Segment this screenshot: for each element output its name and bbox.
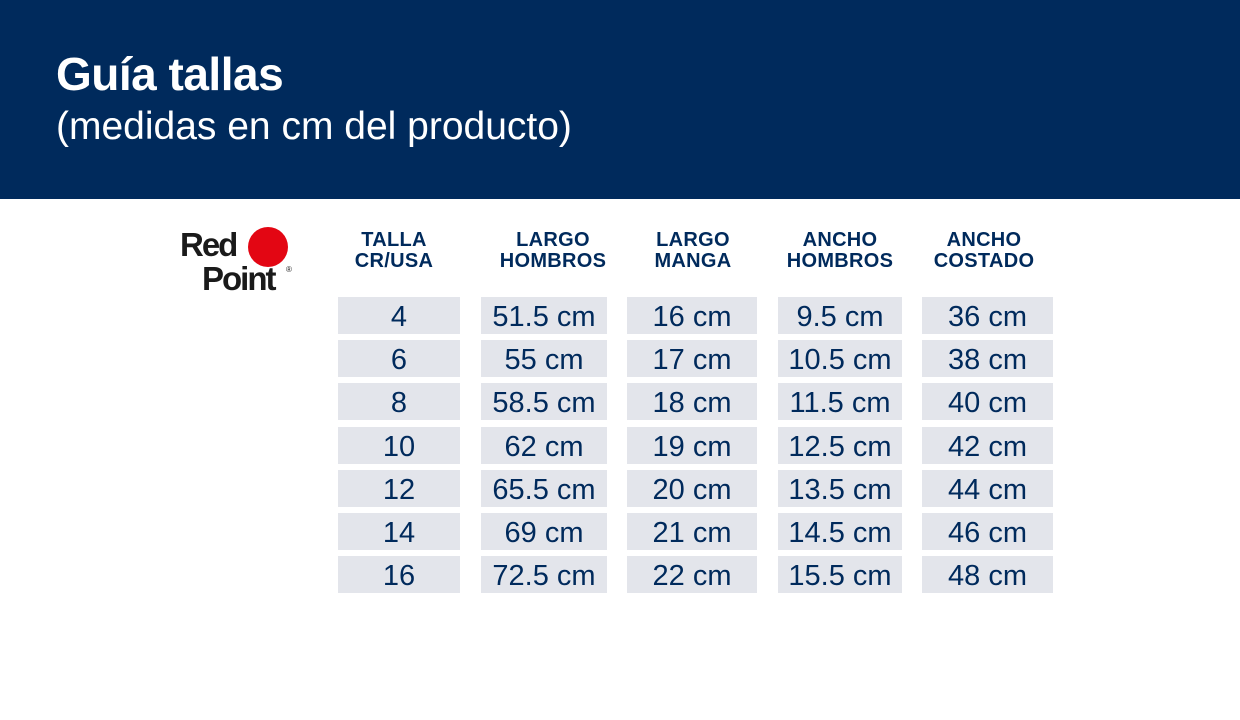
table-cell: 10.5 cm [778, 340, 902, 377]
table-cell: 16 cm [627, 297, 757, 334]
table-cell: 22 cm [627, 556, 757, 593]
table-cell: 55 cm [481, 340, 607, 377]
page-title: Guía tallas [56, 48, 284, 100]
header-banner: Guía tallas (medidas en cm del producto) [0, 0, 1240, 199]
column-header-line2: MANGA [654, 250, 732, 272]
column-header: ANCHO HOMBROS [760, 230, 920, 272]
table-cell: 18 cm [627, 383, 757, 420]
table-cell: 16 [338, 556, 460, 593]
column-header: LARGO HOMBROS [473, 230, 633, 272]
column-header-line2: HOMBROS [499, 250, 607, 272]
table-cell: 17 cm [627, 340, 757, 377]
table-cell: 44 cm [922, 470, 1053, 507]
table-cell: 15.5 cm [778, 556, 902, 593]
table-cell: 58.5 cm [481, 383, 607, 420]
table-cell: 12.5 cm [778, 427, 902, 464]
table-cell: 14 [338, 513, 460, 550]
logo-word-point: Point [202, 260, 276, 297]
table-cell: 19 cm [627, 427, 757, 464]
registered-mark: ® [286, 265, 292, 274]
column-header-line2: CR/USA [354, 250, 434, 272]
table-cell: 6 [338, 340, 460, 377]
table-cell: 51.5 cm [481, 297, 607, 334]
table-cell: 12 [338, 470, 460, 507]
table-cell: 38 cm [922, 340, 1053, 377]
red-point-logo: Red Point ® [180, 222, 300, 302]
table-cell: 9.5 cm [778, 297, 902, 334]
logo-word-red: Red [180, 226, 238, 263]
column-header-line1: ANCHO [946, 229, 1022, 251]
table-cell: 42 cm [922, 427, 1053, 464]
column-header: ANCHO COSTADO [904, 230, 1064, 272]
column-header: LARGO MANGA [613, 230, 773, 272]
table-cell: 62 cm [481, 427, 607, 464]
logo-red-dot-icon [248, 227, 288, 267]
table-cell: 13.5 cm [778, 470, 902, 507]
table-cell: 40 cm [922, 383, 1053, 420]
table-cell: 48 cm [922, 556, 1053, 593]
table-cell: 21 cm [627, 513, 757, 550]
column-header-line2: COSTADO [933, 250, 1035, 272]
column-header-line2: HOMBROS [786, 250, 894, 272]
table-cell: 36 cm [922, 297, 1053, 334]
column-header-line1: LARGO [516, 229, 590, 251]
column-header-line1: ANCHO [802, 229, 878, 251]
table-cell: 10 [338, 427, 460, 464]
table-cell: 65.5 cm [481, 470, 607, 507]
column-header-line1: LARGO [656, 229, 730, 251]
page-subtitle: (medidas en cm del producto) [56, 105, 572, 148]
table-cell: 46 cm [922, 513, 1053, 550]
table-cell: 69 cm [481, 513, 607, 550]
column-header: TALLA CR/USA [314, 230, 474, 272]
table-cell: 20 cm [627, 470, 757, 507]
table-cell: 14.5 cm [778, 513, 902, 550]
column-header-line1: TALLA [361, 229, 427, 251]
table-cell: 11.5 cm [778, 383, 902, 420]
table-cell: 4 [338, 297, 460, 334]
table-cell: 8 [338, 383, 460, 420]
table-cell: 72.5 cm [481, 556, 607, 593]
